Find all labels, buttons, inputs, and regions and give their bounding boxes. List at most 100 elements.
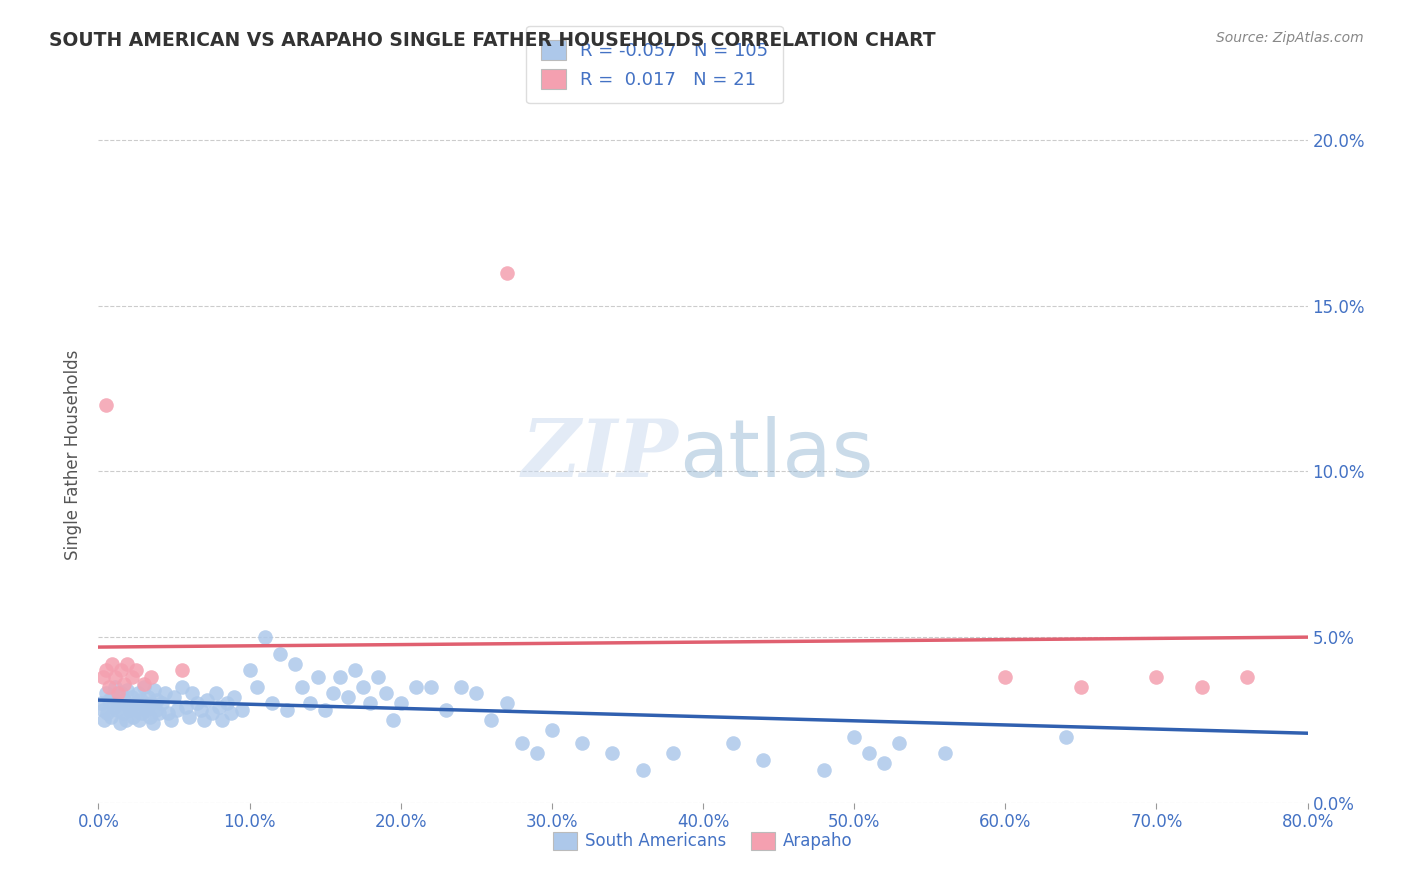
- Point: [121, 670, 143, 684]
- Point: [150, 697, 173, 711]
- Point: [174, 699, 197, 714]
- Point: [239, 663, 262, 677]
- Point: [115, 683, 138, 698]
- Point: [142, 716, 165, 731]
- Point: [131, 706, 153, 721]
- Point: [91, 703, 114, 717]
- Point: [104, 680, 127, 694]
- Point: [179, 709, 201, 723]
- Point: [1236, 670, 1258, 684]
- Point: [98, 680, 121, 694]
- Point: [114, 713, 136, 727]
- Point: [110, 663, 132, 677]
- Point: [115, 657, 138, 671]
- Point: [118, 699, 141, 714]
- Point: [510, 736, 533, 750]
- Point: [269, 647, 291, 661]
- Point: [1070, 680, 1092, 694]
- Point: [540, 723, 562, 737]
- Point: [166, 703, 188, 717]
- Point: [661, 746, 683, 760]
- Point: [129, 693, 152, 707]
- Point: [163, 690, 186, 704]
- Point: [120, 703, 142, 717]
- Point: [127, 686, 149, 700]
- Point: [195, 693, 218, 707]
- Point: [723, 736, 745, 750]
- Point: [284, 657, 307, 671]
- Point: [1191, 680, 1213, 694]
- Point: [111, 706, 134, 721]
- Point: [465, 686, 488, 700]
- Point: [103, 699, 125, 714]
- Point: [90, 697, 112, 711]
- Point: [110, 686, 132, 700]
- Point: [262, 697, 284, 711]
- Point: [858, 746, 880, 760]
- Point: [107, 697, 129, 711]
- Point: [299, 697, 322, 711]
- Point: [94, 398, 117, 412]
- Point: [112, 676, 135, 690]
- Point: [481, 713, 503, 727]
- Point: [752, 753, 775, 767]
- Point: [215, 697, 238, 711]
- Point: [143, 683, 166, 698]
- Point: [105, 703, 128, 717]
- Point: [98, 693, 121, 707]
- Point: [253, 630, 276, 644]
- Point: [100, 709, 122, 723]
- Point: [291, 680, 314, 694]
- Point: [193, 713, 215, 727]
- Point: [211, 713, 233, 727]
- Point: [132, 680, 155, 694]
- Point: [112, 693, 135, 707]
- Point: [322, 686, 344, 700]
- Point: [571, 736, 593, 750]
- Point: [104, 670, 127, 684]
- Point: [420, 680, 443, 694]
- Point: [135, 703, 157, 717]
- Point: [91, 670, 114, 684]
- Point: [181, 686, 204, 700]
- Point: [201, 706, 224, 721]
- Point: [844, 730, 866, 744]
- Point: [495, 697, 517, 711]
- Point: [94, 663, 117, 677]
- Text: SOUTH AMERICAN VS ARAPAHO SINGLE FATHER HOUSEHOLDS CORRELATION CHART: SOUTH AMERICAN VS ARAPAHO SINGLE FATHER …: [49, 31, 936, 50]
- Point: [208, 699, 231, 714]
- Point: [190, 703, 212, 717]
- Point: [389, 697, 412, 711]
- Point: [314, 703, 336, 717]
- Point: [132, 676, 155, 690]
- Point: [107, 686, 129, 700]
- Point: [231, 703, 253, 717]
- Point: [139, 709, 162, 723]
- Point: [246, 680, 269, 694]
- Text: atlas: atlas: [679, 416, 873, 494]
- Point: [101, 690, 124, 704]
- Point: [450, 680, 472, 694]
- Point: [134, 699, 156, 714]
- Point: [141, 670, 163, 684]
- Point: [186, 697, 208, 711]
- Text: Source: ZipAtlas.com: Source: ZipAtlas.com: [1216, 31, 1364, 45]
- Point: [889, 736, 911, 750]
- Point: [631, 763, 654, 777]
- Point: [148, 706, 170, 721]
- Point: [526, 746, 548, 760]
- Point: [122, 709, 145, 723]
- Point: [329, 670, 352, 684]
- Point: [873, 756, 896, 770]
- Text: ZIP: ZIP: [522, 417, 679, 493]
- Point: [93, 713, 115, 727]
- Point: [156, 706, 179, 721]
- Point: [145, 703, 167, 717]
- Point: [136, 690, 159, 704]
- Point: [434, 703, 457, 717]
- Point: [307, 670, 329, 684]
- Point: [1054, 730, 1077, 744]
- Point: [146, 693, 169, 707]
- Point: [125, 703, 148, 717]
- Point: [336, 690, 359, 704]
